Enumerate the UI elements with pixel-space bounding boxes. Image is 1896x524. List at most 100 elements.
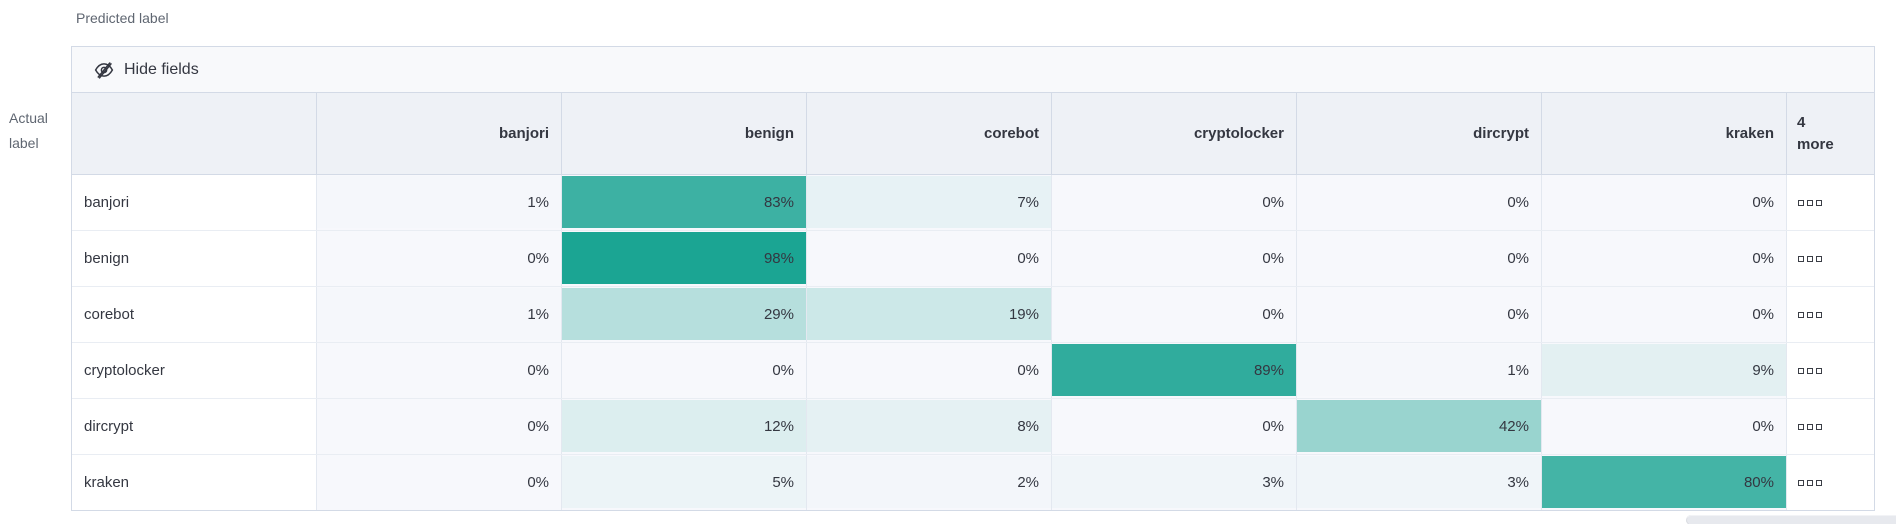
more-columns-header[interactable]: 4 more [1786, 93, 1874, 174]
more-columns-cell-banjori[interactable] [1786, 175, 1874, 230]
cell-value: 98% [562, 232, 806, 284]
grid-toolbar: Hide fields [72, 47, 1874, 93]
cell-banjori-corebot: 7% [806, 175, 1051, 230]
cell-banjori-banjori: 1% [316, 175, 561, 230]
boxes-horizontal-icon [1798, 311, 1822, 318]
matrix-row-kraken: kraken 0% 5% 2% 3% 3% 80% [72, 454, 1874, 510]
cell-banjori-dircrypt: 0% [1296, 175, 1541, 230]
cell-value: 0% [1262, 249, 1284, 267]
column-header-benign: benign [561, 93, 806, 174]
cell-value: 8% [807, 400, 1051, 452]
cell-corebot-kraken: 0% [1541, 287, 1786, 342]
cell-value: 0% [1262, 417, 1284, 435]
cell-value: 0% [1507, 249, 1529, 267]
row-label-banjori: banjori [72, 175, 316, 230]
grid-body: banjori 1% 83% 7% 0% 0% 0% benign 0% 98% 0% 0% 0% 0% c… [72, 175, 1874, 510]
cell-dircrypt-cryptolocker: 0% [1051, 399, 1296, 454]
cell-benign-kraken: 0% [1541, 231, 1786, 286]
cell-benign-cryptolocker: 0% [1051, 231, 1296, 286]
cell-value: 1% [317, 176, 561, 228]
boxes-horizontal-icon [1798, 423, 1822, 430]
cell-value: 1% [317, 288, 561, 340]
cell-value: 83% [562, 176, 806, 228]
cell-value: 42% [1297, 400, 1541, 452]
column-header-banjori: banjori [316, 93, 561, 174]
cell-value: 12% [562, 400, 806, 452]
cell-cryptolocker-cryptolocker: 89% [1051, 343, 1296, 398]
cell-value: 89% [1052, 344, 1296, 396]
actual-axis-label-line2: label [9, 135, 39, 151]
cell-value: 3% [1052, 456, 1296, 508]
corner-header-cell [72, 93, 316, 174]
matrix-row-benign: benign 0% 98% 0% 0% 0% 0% [72, 230, 1874, 286]
column-header-kraken: kraken [1541, 93, 1786, 174]
column-header-dircrypt: dircrypt [1296, 93, 1541, 174]
more-columns-cell-kraken[interactable] [1786, 455, 1874, 510]
matrix-row-dircrypt: dircrypt 0% 12% 8% 0% 42% 0% [72, 398, 1874, 454]
cell-kraken-cryptolocker: 3% [1051, 455, 1296, 510]
cell-value: 0% [527, 361, 549, 379]
cell-dircrypt-corebot: 8% [806, 399, 1051, 454]
cell-cryptolocker-corebot: 0% [806, 343, 1051, 398]
cell-kraken-corebot: 2% [806, 455, 1051, 510]
boxes-horizontal-icon [1798, 199, 1822, 206]
cell-banjori-cryptolocker: 0% [1051, 175, 1296, 230]
cell-benign-banjori: 0% [316, 231, 561, 286]
cell-value: 5% [562, 456, 806, 508]
cell-value: 0% [527, 417, 549, 435]
actual-axis-label: Actual label [9, 106, 48, 156]
more-columns-cell-corebot[interactable] [1786, 287, 1874, 342]
cell-benign-dircrypt: 0% [1296, 231, 1541, 286]
cell-dircrypt-dircrypt: 42% [1296, 399, 1541, 454]
horizontal-scrollbar-thumb[interactable] [1686, 515, 1896, 524]
matrix-row-corebot: corebot 1% 29% 19% 0% 0% 0% [72, 286, 1874, 342]
more-columns-cell-cryptolocker[interactable] [1786, 343, 1874, 398]
cell-benign-benign: 98% [561, 231, 806, 286]
row-label-benign: benign [72, 231, 316, 286]
row-label-cryptolocker: cryptolocker [72, 343, 316, 398]
column-header-corebot: corebot [806, 93, 1051, 174]
cell-value: 0% [1262, 193, 1284, 211]
column-header-row: banjori benign corebot cryptolocker dircrypt… [72, 93, 1874, 175]
cell-value: 19% [807, 288, 1051, 340]
column-header-cryptolocker: cryptolocker [1051, 93, 1296, 174]
predicted-axis-label: Predicted label [76, 10, 169, 26]
cell-cryptolocker-kraken: 9% [1541, 343, 1786, 398]
actual-axis-label-line1: Actual [9, 110, 48, 126]
cell-cryptolocker-dircrypt: 1% [1296, 343, 1541, 398]
cell-value: 0% [1752, 193, 1774, 211]
cell-value: 0% [1752, 249, 1774, 267]
cell-value: 7% [807, 176, 1051, 228]
cell-value: 0% [1507, 305, 1529, 323]
cell-value: 0% [527, 473, 549, 491]
cell-benign-corebot: 0% [806, 231, 1051, 286]
boxes-horizontal-icon [1798, 479, 1822, 486]
cell-value: 0% [1752, 305, 1774, 323]
cell-value: 29% [562, 288, 806, 340]
row-label-kraken: kraken [72, 455, 316, 510]
cell-value: 9% [1542, 344, 1786, 396]
cell-value: 1% [1297, 344, 1541, 396]
cell-dircrypt-benign: 12% [561, 399, 806, 454]
cell-value: 3% [1297, 456, 1541, 508]
cell-kraken-banjori: 0% [316, 455, 561, 510]
hide-fields-button[interactable]: Hide fields [94, 60, 199, 80]
cell-corebot-benign: 29% [561, 287, 806, 342]
cell-value: 0% [1752, 417, 1774, 435]
matrix-row-cryptolocker: cryptolocker 0% 0% 0% 89% 1% 9% [72, 342, 1874, 398]
boxes-horizontal-icon [1798, 367, 1822, 374]
more-columns-cell-dircrypt[interactable] [1786, 399, 1874, 454]
cell-corebot-banjori: 1% [316, 287, 561, 342]
cell-kraken-dircrypt: 3% [1296, 455, 1541, 510]
cell-value: 0% [1017, 249, 1039, 267]
cell-value: 0% [1017, 361, 1039, 379]
row-label-dircrypt: dircrypt [72, 399, 316, 454]
cell-value: 0% [1507, 193, 1529, 211]
boxes-horizontal-icon [1798, 255, 1822, 262]
cell-dircrypt-banjori: 0% [316, 399, 561, 454]
cell-kraken-kraken: 80% [1541, 455, 1786, 510]
eye-closed-icon [94, 60, 114, 80]
cell-corebot-corebot: 19% [806, 287, 1051, 342]
more-columns-cell-benign[interactable] [1786, 231, 1874, 286]
cell-cryptolocker-banjori: 0% [316, 343, 561, 398]
